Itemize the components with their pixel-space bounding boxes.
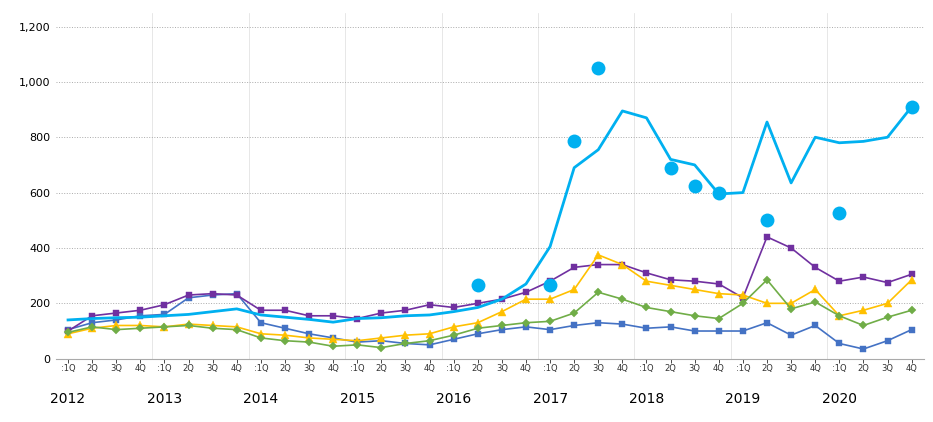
Point xyxy=(711,189,726,196)
Point xyxy=(470,282,485,289)
Point xyxy=(688,182,703,189)
Point xyxy=(832,210,847,217)
Point xyxy=(591,65,606,71)
Point xyxy=(543,282,558,289)
Point xyxy=(566,138,581,145)
Point xyxy=(663,164,678,171)
Point xyxy=(904,103,919,110)
Point xyxy=(759,217,774,224)
